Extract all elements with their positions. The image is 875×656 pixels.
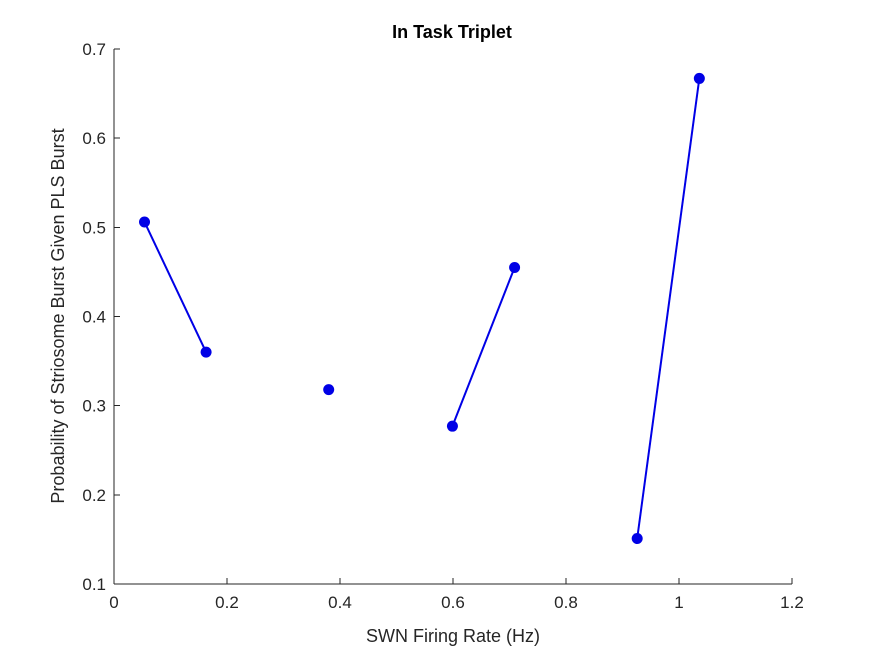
chart-title: In Task Triplet xyxy=(392,22,512,42)
data-point xyxy=(693,72,705,84)
data-point xyxy=(631,533,643,545)
x-tick-label: 0 xyxy=(109,593,118,612)
x-axis-label: SWN Firing Rate (Hz) xyxy=(366,626,540,646)
axes xyxy=(113,49,792,585)
x-tick-label: 1 xyxy=(674,593,683,612)
x-tick-label: 0.4 xyxy=(328,593,352,612)
x-tick-label: 1.2 xyxy=(780,593,804,612)
data-point xyxy=(139,216,151,228)
x-ticks: 0 0.2 0.4 0.6 0.8 1 1.2 xyxy=(109,578,804,612)
plot-marks xyxy=(139,72,705,545)
data-point xyxy=(323,384,335,396)
y-axis-label: Probability of Striosome Burst Given PLS… xyxy=(48,128,68,503)
series-line xyxy=(143,221,207,353)
y-ticks: 0.1 0.2 0.3 0.4 0.5 0.6 0.7 xyxy=(82,40,120,594)
x-tick-label: 0.2 xyxy=(215,593,239,612)
y-tick-label: 0.3 xyxy=(82,397,106,416)
series-line xyxy=(451,267,516,427)
y-tick-label: 0.2 xyxy=(82,486,106,505)
y-tick-label: 0.4 xyxy=(82,308,106,327)
series-line xyxy=(636,78,701,539)
x-tick-label: 0.8 xyxy=(554,593,578,612)
y-tick-label: 0.1 xyxy=(82,575,106,594)
data-point xyxy=(446,420,458,432)
y-tick-label: 0.7 xyxy=(82,40,106,59)
y-tick-label: 0.5 xyxy=(82,218,106,237)
data-point xyxy=(509,261,521,273)
x-tick-label: 0.6 xyxy=(441,593,465,612)
data-point xyxy=(200,346,212,358)
y-tick-label: 0.6 xyxy=(82,129,106,148)
